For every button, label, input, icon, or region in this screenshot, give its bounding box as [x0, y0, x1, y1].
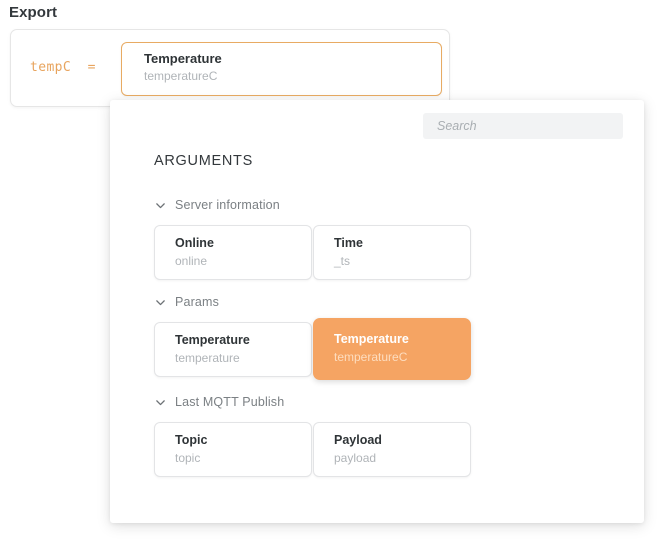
argument-group-label: Server information	[175, 198, 280, 212]
search-input[interactable]	[423, 113, 623, 139]
chevron-down-icon[interactable]	[154, 296, 167, 309]
argument-card-title: Temperature	[334, 332, 409, 346]
argument-card-title: Temperature	[175, 333, 250, 347]
argument-card[interactable]: Payload payload	[313, 422, 471, 477]
expression-token-title: Temperature	[144, 51, 222, 66]
page-title: Export	[9, 4, 58, 21]
arguments-section-label: ARGUMENTS	[154, 153, 253, 169]
argument-group: Last MQTT Publish Topic topic Payload payloa…	[154, 392, 614, 477]
argument-groups: Server information Online online Time _ts Par…	[154, 195, 614, 489]
argument-card[interactable]: Topic topic	[154, 422, 312, 477]
argument-group-label: Params	[175, 295, 219, 309]
argument-group-header[interactable]: Server information	[154, 195, 614, 215]
expression-token-slot[interactable]: Temperature temperatureC	[121, 42, 442, 96]
argument-card-subtitle: temperature	[175, 351, 240, 365]
argument-card-subtitle: _ts	[334, 254, 351, 268]
expression-token-subtitle: temperatureC	[144, 69, 218, 83]
argument-card-title: Time	[334, 236, 363, 250]
expression-variable-label: tempC =	[30, 60, 96, 75]
argument-group-label: Last MQTT Publish	[175, 395, 285, 409]
argument-card-row: Online online Time _ts	[154, 225, 614, 280]
argument-card-row: Topic topic Payload payload	[154, 422, 614, 477]
argument-card[interactable]: Temperature temperature	[154, 322, 312, 377]
argument-card[interactable]: Time _ts	[313, 225, 471, 280]
argument-card-title: Topic	[175, 433, 208, 447]
argument-card[interactable]: Online online	[154, 225, 312, 280]
argument-group: Params Temperature temperature Temperature t…	[154, 292, 614, 380]
chevron-down-icon[interactable]	[154, 396, 167, 409]
argument-card-title: Online	[175, 236, 214, 250]
argument-group: Server information Online online Time _ts	[154, 195, 614, 280]
expression-card: tempC = Temperature temperatureC	[10, 29, 450, 107]
argument-card-subtitle: temperatureC	[334, 350, 408, 364]
argument-group-header[interactable]: Last MQTT Publish	[154, 392, 614, 412]
argument-card-selected[interactable]: Temperature temperatureC	[313, 318, 471, 380]
argument-card-subtitle: online	[175, 254, 208, 268]
arguments-dropdown-panel: ARGUMENTS Server information Online online…	[110, 100, 644, 523]
argument-card-subtitle: topic	[175, 451, 201, 465]
argument-card-subtitle: payload	[334, 451, 377, 465]
argument-card-row: Temperature temperature Temperature tempera…	[154, 318, 614, 380]
chevron-down-icon[interactable]	[154, 199, 167, 212]
argument-card-title: Payload	[334, 433, 382, 447]
argument-group-header[interactable]: Params	[154, 292, 614, 312]
